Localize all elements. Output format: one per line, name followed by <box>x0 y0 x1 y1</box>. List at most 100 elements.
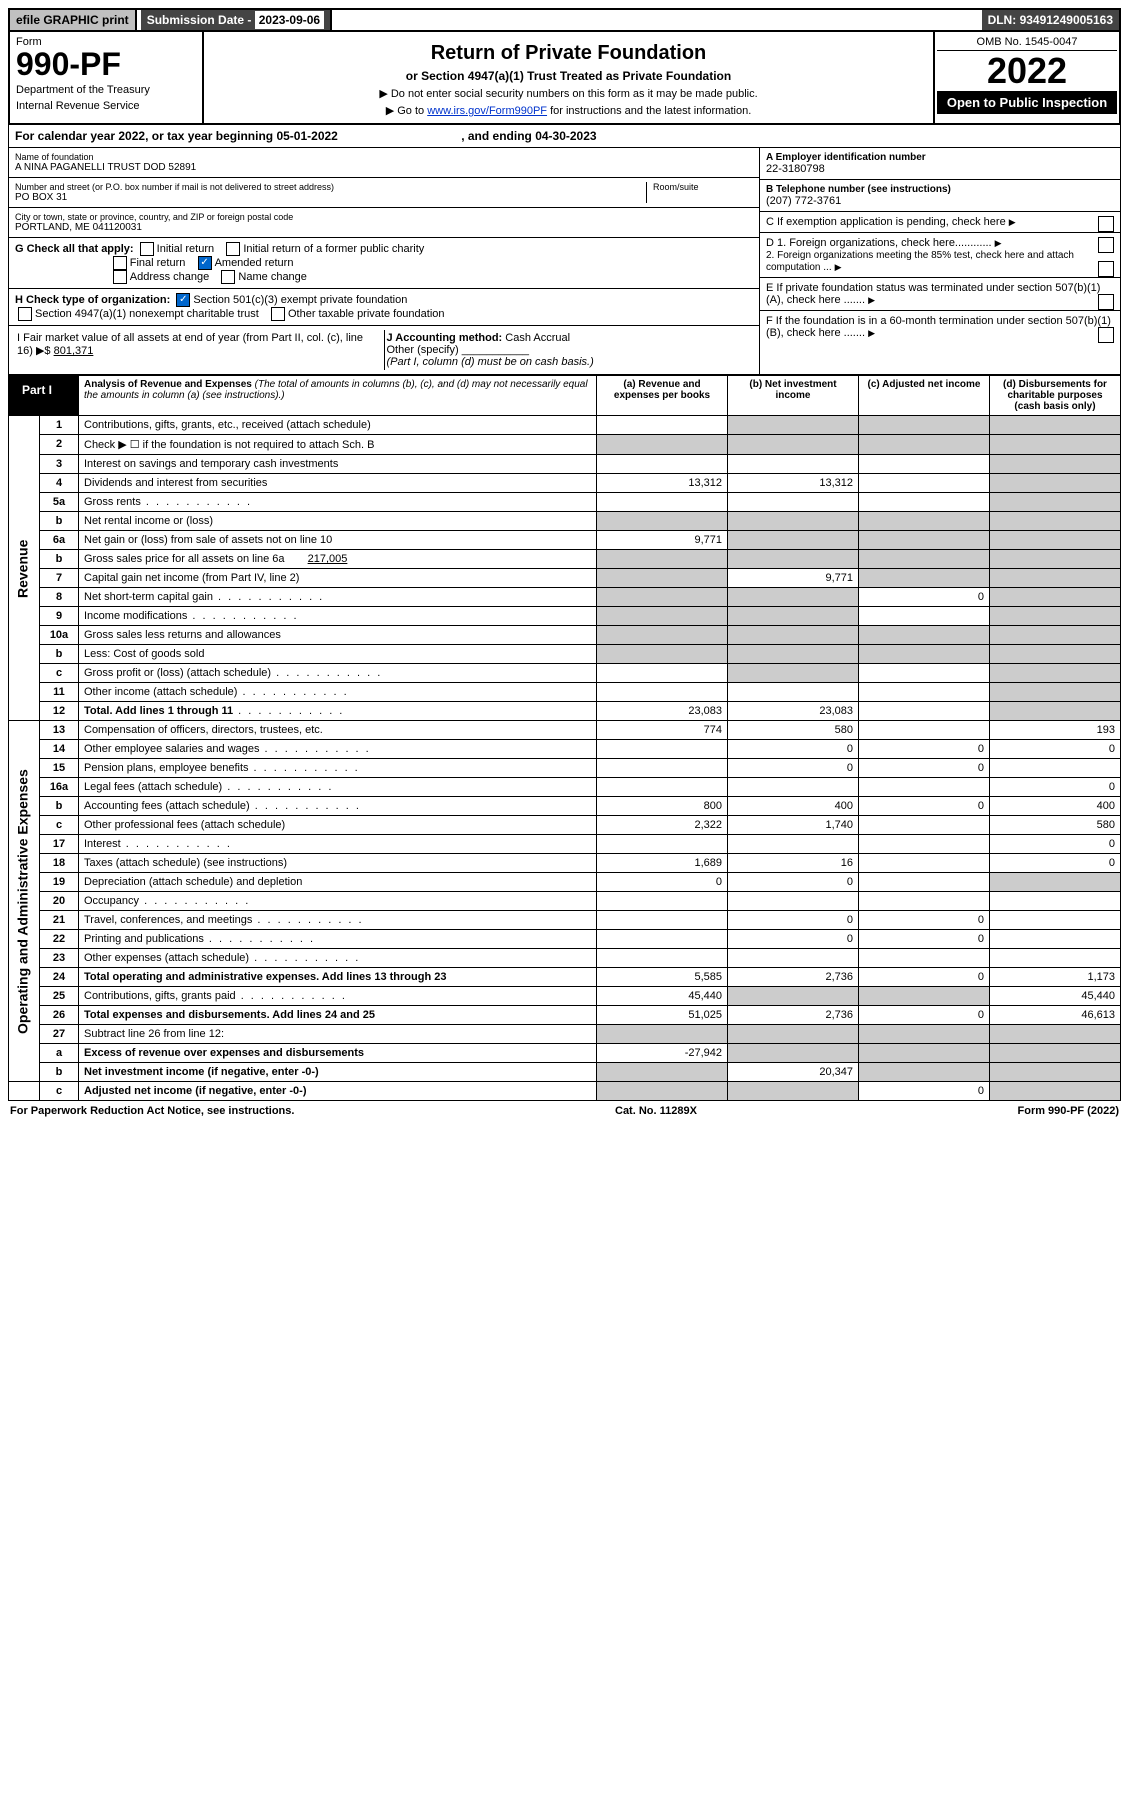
cb-f[interactable] <box>1098 327 1114 343</box>
cb-final-return[interactable] <box>113 256 127 270</box>
form-subtitle: or Section 4947(a)(1) Trust Treated as P… <box>210 69 927 83</box>
foundation-name-cell: Name of foundation A NINA PAGANELLI TRUS… <box>9 148 759 178</box>
l16b-b: 400 <box>728 797 859 816</box>
l22-b: 0 <box>728 930 859 949</box>
l16c-b: 1,740 <box>728 816 859 835</box>
cb-e[interactable] <box>1098 294 1114 310</box>
ein-value: 22-3180798 <box>766 163 1114 175</box>
room-label: Room/suite <box>653 182 753 192</box>
lineno-12: 12 <box>40 702 79 721</box>
line-13-desc: Compensation of officers, directors, tru… <box>79 721 597 740</box>
line-3-desc: Interest on savings and temporary cash i… <box>79 455 597 474</box>
calyear-begin: 05-01-2022 <box>276 129 337 143</box>
cb-4947[interactable] <box>18 307 32 321</box>
lineno-27: 27 <box>40 1025 79 1044</box>
header-left: Form 990-PF Department of the Treasury I… <box>10 32 204 123</box>
line-25-desc: Contributions, gifts, grants paid <box>79 987 597 1006</box>
cb-c[interactable] <box>1098 216 1114 232</box>
l25-a: 45,440 <box>597 987 728 1006</box>
l18-b: 16 <box>728 854 859 873</box>
cb-name-change[interactable] <box>221 270 235 284</box>
l12-b: 23,083 <box>728 702 859 721</box>
header-center: Return of Private Foundation or Section … <box>204 32 933 123</box>
l4-a: 13,312 <box>597 474 728 493</box>
calyear-a: For calendar year 2022, or tax year begi… <box>15 129 276 143</box>
line-16a-desc: Legal fees (attach schedule) <box>79 778 597 797</box>
footer-right: Form 990-PF (2022) <box>1018 1105 1119 1117</box>
line-8-desc: Net short-term capital gain <box>79 588 597 607</box>
line-16b-desc: Accounting fees (attach schedule) <box>79 797 597 816</box>
line-6b-desc: Gross sales price for all assets on line… <box>79 550 597 569</box>
efile-print-button[interactable]: efile GRAPHIC print <box>10 10 137 30</box>
form-header: Form 990-PF Department of the Treasury I… <box>8 32 1121 125</box>
l14-b: 0 <box>728 740 859 759</box>
lineno-5a: 5a <box>40 493 79 512</box>
form990pf-link[interactable]: www.irs.gov/Form990PF <box>427 105 547 117</box>
l21-c: 0 <box>859 911 990 930</box>
l14-d: 0 <box>990 740 1121 759</box>
e-label: E If private foundation status was termi… <box>766 282 1100 306</box>
lineno-11: 11 <box>40 683 79 702</box>
l19-b: 0 <box>728 873 859 892</box>
line-10c-desc: Gross profit or (loss) (attach schedule) <box>79 664 597 683</box>
lineno-16b: b <box>40 797 79 816</box>
e-cell: E If private foundation status was termi… <box>760 278 1120 311</box>
line-5a-desc: Gross rents <box>79 493 597 512</box>
dln-label: DLN: <box>988 13 1020 27</box>
cb-initial-former[interactable] <box>226 242 240 256</box>
address-label: Number and street (or P.O. box number if… <box>15 182 646 192</box>
lineno-8: 8 <box>40 588 79 607</box>
l27c-c: 0 <box>859 1082 990 1101</box>
lineno-27b: b <box>40 1063 79 1082</box>
lineno-20: 20 <box>40 892 79 911</box>
cb-d1[interactable] <box>1098 237 1114 253</box>
l6b-text: Gross sales price for all assets on line… <box>84 553 285 565</box>
address-cell: Number and street (or P.O. box number if… <box>9 178 759 208</box>
header-right: OMB No. 1545-0047 2022 Open to Public In… <box>933 32 1119 123</box>
cb-501c3[interactable] <box>176 293 190 307</box>
dln: DLN: 93491249005163 <box>982 10 1119 30</box>
h-check-row: H Check type of organization: Section 50… <box>9 289 759 326</box>
l18-d: 0 <box>990 854 1121 873</box>
g-amended: Amended return <box>215 257 294 269</box>
cb-initial-return[interactable] <box>140 242 154 256</box>
lineno-23: 23 <box>40 949 79 968</box>
g-check-row: G Check all that apply: Initial return I… <box>9 238 759 289</box>
l16b-c: 0 <box>859 797 990 816</box>
line-17-desc: Interest <box>79 835 597 854</box>
cb-amended-return[interactable] <box>198 256 212 270</box>
f-cell: F If the foundation is in a 60-month ter… <box>760 311 1120 343</box>
line-22-desc: Printing and publications <box>79 930 597 949</box>
lineno-5b: b <box>40 512 79 531</box>
l6a-a: 9,771 <box>597 531 728 550</box>
line-5b-desc: Net rental income or (loss) <box>79 512 597 531</box>
cb-address-change[interactable] <box>113 270 127 284</box>
phone-label: B Telephone number (see instructions) <box>766 184 1114 195</box>
line-20-desc: Occupancy <box>79 892 597 911</box>
part1-table: Part I Analysis of Revenue and Expenses … <box>8 375 1121 1101</box>
i-value: 801,371 <box>54 345 94 357</box>
lineno-24: 24 <box>40 968 79 987</box>
c-cell: C If exemption application is pending, c… <box>760 212 1120 233</box>
f-label: F If the foundation is in a 60-month ter… <box>766 315 1111 339</box>
cb-other-taxable[interactable] <box>271 307 285 321</box>
phone-value: (207) 772-3761 <box>766 195 1114 207</box>
d2-label: 2. Foreign organizations meeting the 85%… <box>766 250 1074 273</box>
ein-label: A Employer identification number <box>766 152 1114 163</box>
l15-c: 0 <box>859 759 990 778</box>
lineno-27c: c <box>40 1082 79 1101</box>
submission-date-label: Submission Date - 2023-09-06 <box>141 10 332 30</box>
lineno-3: 3 <box>40 455 79 474</box>
line-6a-desc: Net gain or (loss) from sale of assets n… <box>79 531 597 550</box>
l21-b: 0 <box>728 911 859 930</box>
l24-d: 1,173 <box>990 968 1121 987</box>
cb-d2[interactable] <box>1098 261 1114 277</box>
h-label: H Check type of organization: <box>15 294 170 306</box>
tax-year: 2022 <box>937 51 1117 91</box>
ein-cell: A Employer identification number 22-3180… <box>760 148 1120 180</box>
part1-header: Part I <box>14 379 60 401</box>
g-initial: Initial return <box>157 243 214 255</box>
foundation-name-value: A NINA PAGANELLI TRUST DOD 52891 <box>15 162 753 173</box>
submission-date-value: 2023-09-06 <box>255 11 324 29</box>
note2-a: ▶ Go to <box>386 105 427 117</box>
